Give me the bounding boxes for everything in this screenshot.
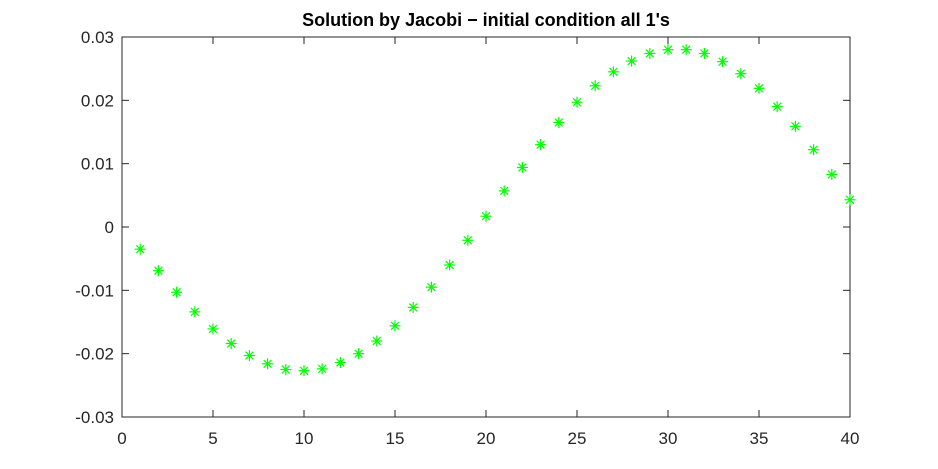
data-point (189, 306, 201, 318)
data-point (444, 259, 456, 271)
data-point (680, 44, 692, 56)
x-tick-label: 5 (208, 429, 217, 448)
data-series (134, 44, 856, 377)
data-point (826, 168, 838, 180)
data-point (425, 281, 437, 293)
data-point (535, 139, 547, 151)
data-point (717, 56, 729, 68)
data-point (626, 55, 638, 67)
x-tick-label: 40 (841, 429, 860, 448)
data-point (389, 320, 401, 332)
data-point (152, 265, 164, 277)
data-point (735, 68, 747, 80)
y-tick-label: -0.02 (75, 345, 114, 364)
data-point (171, 286, 183, 298)
x-tick-label: 35 (750, 429, 769, 448)
data-point (280, 364, 292, 375)
y-tick-label: 0.01 (81, 155, 114, 174)
y-tick-label: 0 (105, 218, 114, 237)
y-tick-label: -0.01 (75, 281, 114, 300)
data-point (662, 44, 674, 56)
data-point (298, 365, 310, 377)
data-point (225, 338, 237, 350)
data-point (262, 358, 274, 370)
y-axis-ticks: -0.03 -0.02 -0.01 0 0.01 0.02 0.03 (75, 28, 850, 427)
data-point (553, 117, 565, 128)
data-point (207, 323, 219, 335)
data-point (407, 301, 419, 313)
data-point (516, 161, 528, 173)
data-point (844, 194, 856, 206)
data-point (243, 350, 255, 362)
data-point (589, 80, 601, 92)
data-point (808, 144, 820, 156)
chart-title: Solution by Jacobi − initial condition a… (302, 10, 670, 30)
y-tick-label: 0.03 (81, 28, 114, 47)
data-point (462, 234, 474, 246)
data-point (698, 47, 710, 59)
data-point (353, 348, 365, 360)
data-point (316, 363, 328, 375)
data-point (334, 357, 346, 369)
x-tick-label: 25 (568, 429, 587, 448)
y-tick-label: 0.02 (81, 91, 114, 110)
x-tick-label: 0 (117, 429, 126, 448)
data-point (607, 66, 619, 78)
y-tick-label: -0.03 (75, 408, 114, 427)
data-point (371, 335, 383, 347)
data-point (571, 96, 583, 108)
data-point (789, 120, 801, 132)
data-point (134, 243, 146, 255)
data-point (498, 185, 510, 197)
data-point (644, 47, 656, 59)
x-tick-label: 15 (386, 429, 405, 448)
data-point (771, 101, 783, 113)
x-tick-label: 20 (477, 429, 496, 448)
x-axis-ticks: 0 5 10 15 20 25 30 35 40 (117, 37, 859, 448)
data-point (753, 82, 765, 94)
x-tick-label: 10 (295, 429, 314, 448)
x-tick-label: 30 (659, 429, 678, 448)
data-point (480, 210, 492, 222)
